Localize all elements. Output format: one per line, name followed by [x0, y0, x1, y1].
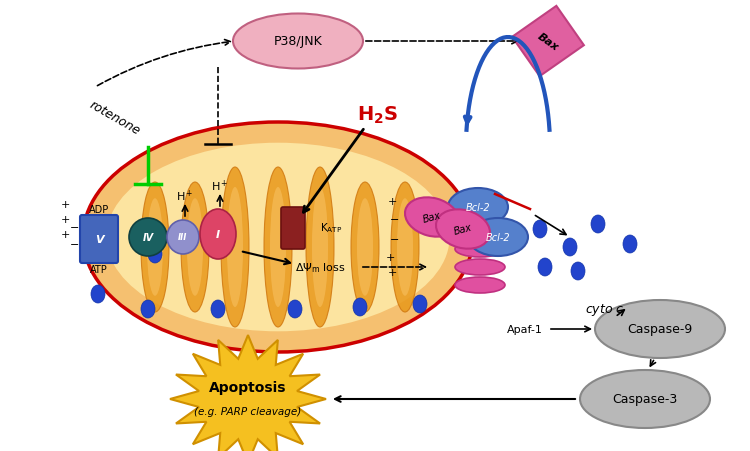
Text: Bcl-2: Bcl-2	[466, 202, 490, 212]
Text: Caspase-9: Caspase-9	[627, 323, 693, 336]
Ellipse shape	[591, 216, 605, 234]
Ellipse shape	[538, 258, 552, 276]
Text: $\mathbf{H_2S}$: $\mathbf{H_2S}$	[358, 104, 398, 125]
Ellipse shape	[288, 300, 302, 318]
Text: ATP: ATP	[90, 264, 108, 274]
Text: Caspase-3: Caspase-3	[612, 393, 678, 405]
Text: $\Delta\Psi_{\rm m}$ loss: $\Delta\Psi_{\rm m}$ loss	[295, 261, 346, 274]
Text: IV: IV	[142, 232, 154, 243]
Ellipse shape	[167, 221, 199, 254]
Ellipse shape	[580, 370, 710, 428]
Ellipse shape	[181, 183, 209, 312]
Ellipse shape	[455, 241, 505, 258]
Ellipse shape	[351, 183, 379, 312]
Text: −: −	[390, 215, 400, 225]
Text: Apaf-1: Apaf-1	[507, 324, 543, 334]
Ellipse shape	[397, 199, 413, 296]
Ellipse shape	[571, 262, 585, 281]
Ellipse shape	[436, 210, 490, 249]
Ellipse shape	[468, 219, 528, 257]
Text: Bax: Bax	[453, 222, 473, 237]
Text: Bax: Bax	[422, 210, 442, 225]
Ellipse shape	[106, 143, 449, 331]
Ellipse shape	[357, 199, 373, 296]
Ellipse shape	[353, 299, 367, 316]
Text: (e.g. PARP cleavage): (e.g. PARP cleavage)	[194, 406, 302, 416]
Text: +: +	[60, 230, 70, 239]
Text: P38/JNK: P38/JNK	[274, 36, 322, 48]
FancyBboxPatch shape	[281, 207, 305, 249]
Text: +: +	[386, 253, 394, 262]
Text: Bcl-2: Bcl-2	[486, 232, 510, 243]
Text: K$_{\mathsf{ATP}}$: K$_{\mathsf{ATP}}$	[320, 221, 343, 235]
Polygon shape	[170, 335, 326, 451]
Ellipse shape	[623, 235, 637, 253]
Ellipse shape	[91, 285, 105, 304]
Ellipse shape	[233, 14, 363, 69]
Text: −: −	[70, 222, 80, 232]
Ellipse shape	[129, 219, 167, 257]
Ellipse shape	[413, 295, 427, 313]
Ellipse shape	[563, 239, 577, 257]
Text: III: III	[178, 233, 188, 242]
Ellipse shape	[147, 199, 163, 296]
Ellipse shape	[187, 199, 203, 296]
Text: +: +	[60, 215, 70, 225]
Ellipse shape	[405, 198, 459, 237]
Ellipse shape	[200, 210, 236, 259]
Ellipse shape	[211, 300, 225, 318]
Ellipse shape	[306, 168, 334, 327]
Text: +: +	[387, 267, 397, 277]
Ellipse shape	[83, 123, 473, 352]
Ellipse shape	[312, 188, 328, 307]
Ellipse shape	[148, 245, 162, 263]
Ellipse shape	[533, 221, 547, 239]
Text: H$^+$: H$^+$	[211, 178, 229, 193]
Ellipse shape	[448, 189, 508, 226]
Text: −: −	[390, 235, 400, 244]
FancyBboxPatch shape	[80, 216, 118, 263]
Text: −: −	[70, 239, 80, 249]
Ellipse shape	[141, 300, 155, 318]
Text: I: I	[216, 230, 220, 239]
Text: cyto $c$: cyto $c$	[585, 301, 625, 318]
FancyBboxPatch shape	[512, 7, 584, 77]
Text: Bax: Bax	[536, 31, 560, 53]
Ellipse shape	[141, 183, 169, 312]
Ellipse shape	[391, 183, 419, 312]
Text: V: V	[94, 235, 104, 244]
Ellipse shape	[455, 277, 505, 293]
Text: Apoptosis: Apoptosis	[209, 380, 286, 394]
Text: +: +	[387, 197, 397, 207]
Text: ADP: ADP	[88, 205, 110, 215]
Text: +: +	[60, 199, 70, 210]
Ellipse shape	[264, 168, 292, 327]
Text: rotenone: rotenone	[87, 98, 142, 138]
Ellipse shape	[595, 300, 725, 358]
Text: H$^+$: H$^+$	[176, 188, 194, 203]
Ellipse shape	[455, 259, 505, 276]
Ellipse shape	[270, 188, 286, 307]
Ellipse shape	[221, 168, 249, 327]
Ellipse shape	[227, 188, 243, 307]
